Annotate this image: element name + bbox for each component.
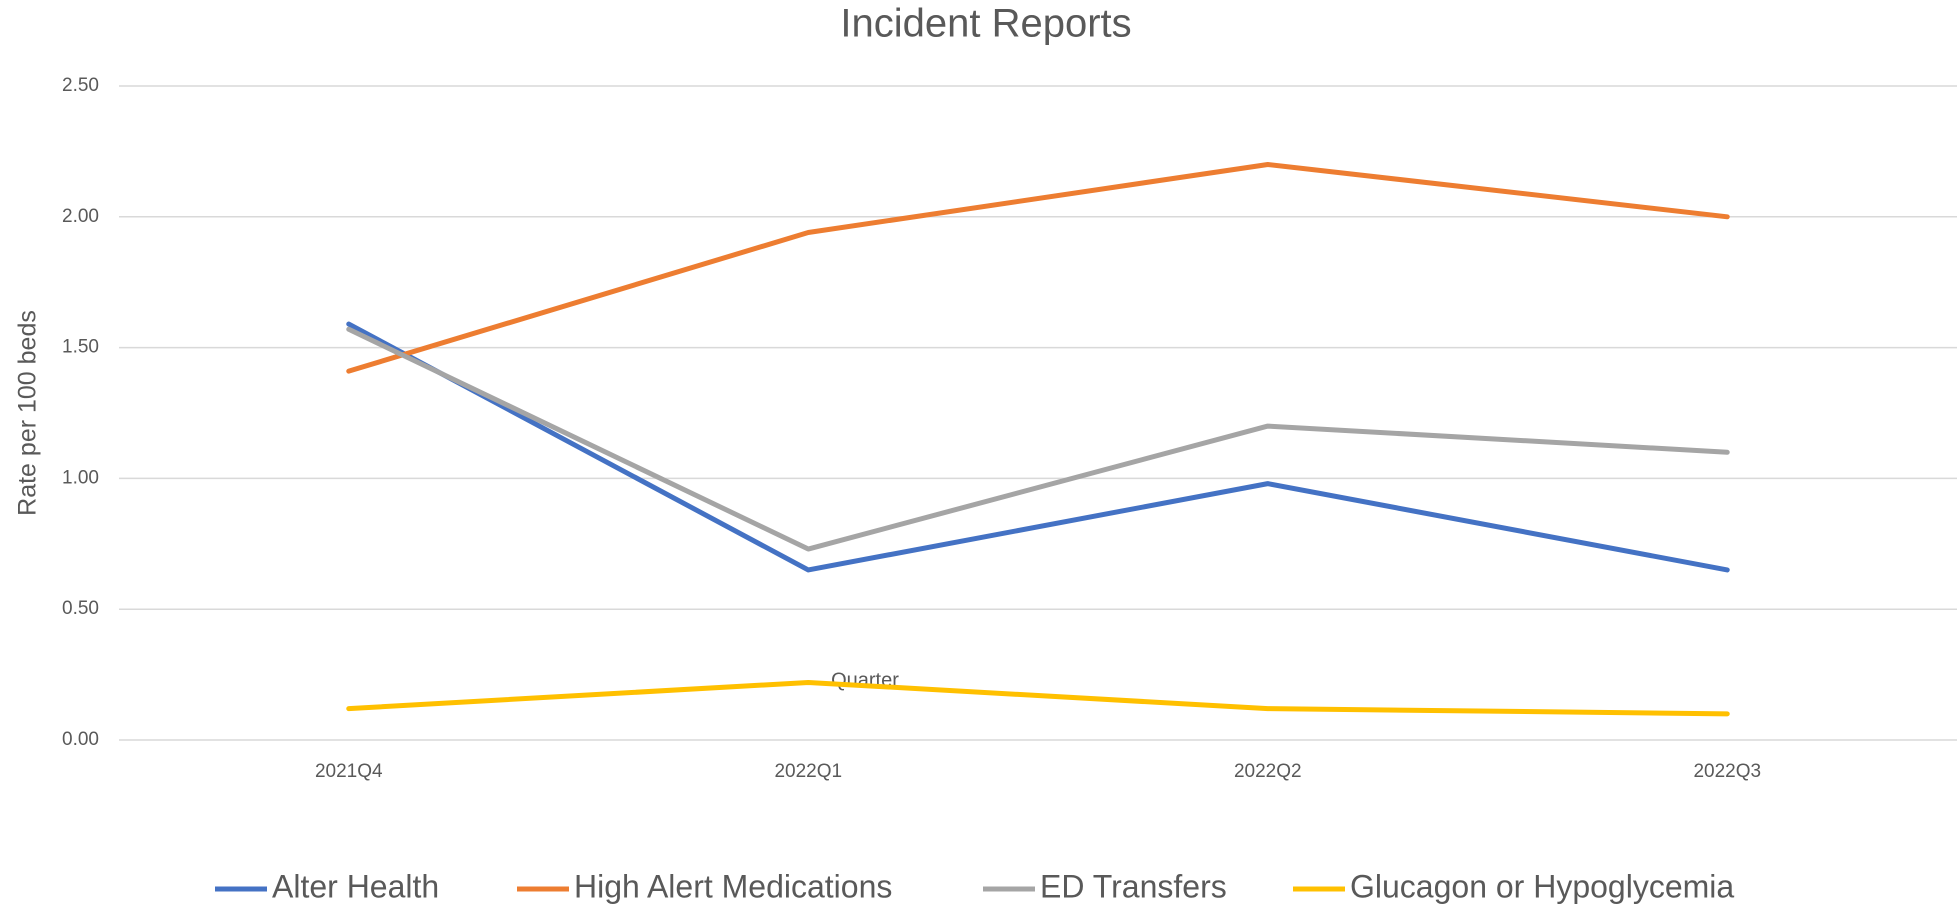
x-tick-label: 2022Q3 [1693,761,1761,782]
y-tick-label: 0.50 [62,598,99,619]
series-line [346,321,1730,573]
legend-label: Glucagon or Hypoglycemia [1350,868,1734,904]
y-tick-label: 1.50 [62,337,99,358]
series-line [346,161,1730,374]
x-tick-label: 2022Q1 [774,761,842,782]
legend-label: High Alert Medications [574,868,892,904]
y-tick-label: 2.00 [62,206,99,227]
series-line [346,326,1730,552]
legend-label: ED Transfers [1040,868,1227,904]
y-tick-label: 2.50 [62,75,99,96]
chart-title: Incident Reports [840,2,1131,46]
y-tick-label: 0.00 [62,729,99,750]
legend-label: Alter Health [272,868,439,904]
x-tick-label: 2022Q2 [1234,761,1302,782]
y-axis-label: Rate per 100 beds [14,310,42,516]
series-line [346,679,1730,717]
x-tick-label: 2021Q4 [315,761,383,782]
y-tick-label: 1.00 [62,467,99,488]
